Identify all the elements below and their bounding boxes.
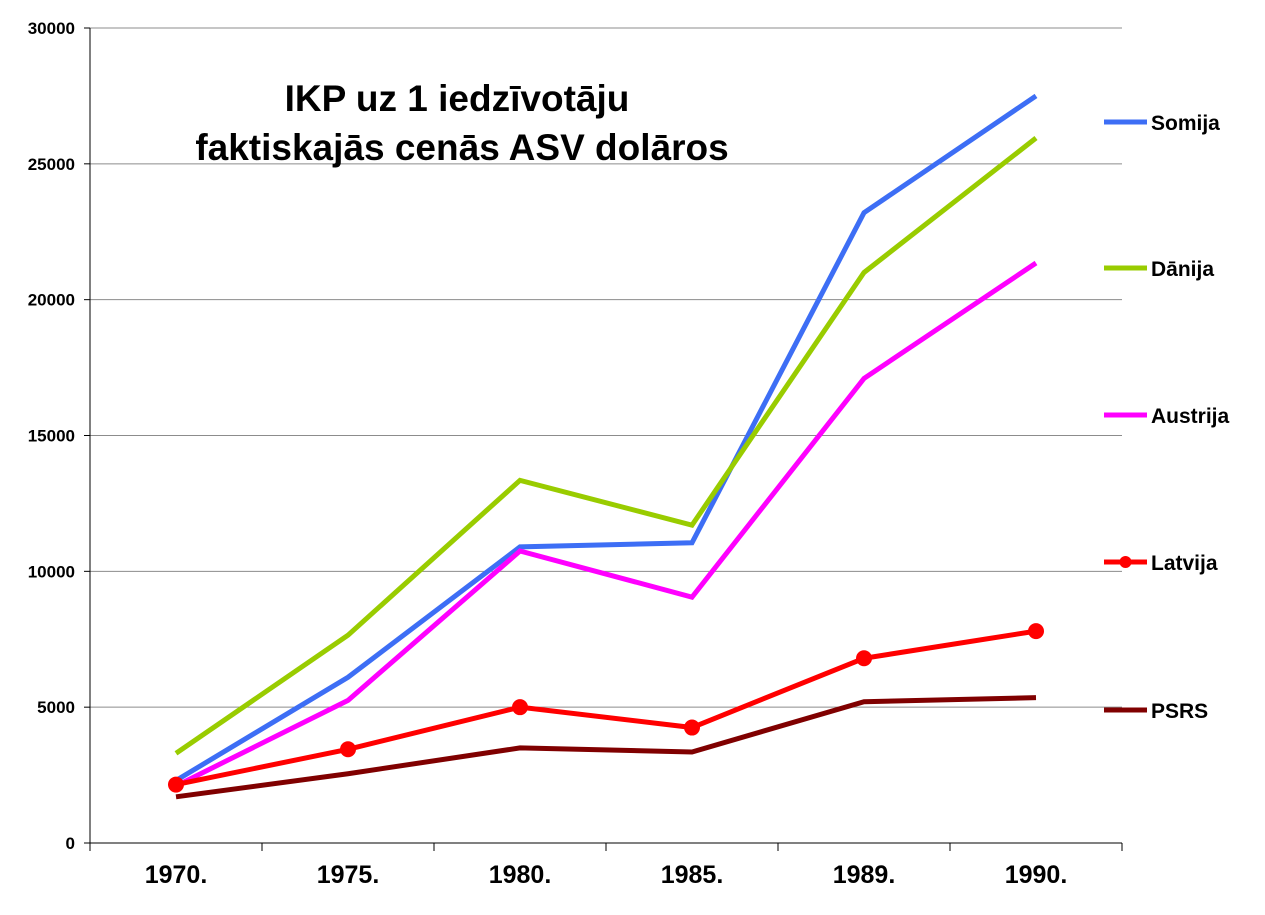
y-tick-label: 5000 (37, 698, 75, 717)
data-point-latvija (512, 699, 528, 716)
y-tick-label: 10000 (28, 562, 75, 581)
chart-title-line-1: IKP uz 1 iedzīvotāju (285, 78, 630, 119)
data-point-latvija (340, 741, 356, 758)
series-line-psrs (175, 695, 1037, 800)
legend-label: Latvija (1151, 552, 1218, 575)
y-tick-label: 30000 (28, 19, 75, 38)
legend-label: Somija (1151, 112, 1220, 135)
legend-item-austrija: Austrija (1104, 405, 1230, 428)
x-tick-label: 1970. (145, 861, 208, 889)
data-point-latvija (1028, 623, 1044, 640)
legend: Somija Dānija Austrija Latvija PSRS (1104, 112, 1230, 723)
gridlines (90, 27, 1122, 708)
y-tick-label: 20000 (28, 291, 75, 310)
data-point-latvija (168, 776, 184, 793)
x-tick-label: 1989. (833, 861, 896, 889)
legend-label: Dānija (1151, 258, 1214, 281)
y-tick-label: 0 (66, 834, 75, 853)
series-line-dānija (174, 136, 1038, 756)
legend-item-psrs: PSRS (1104, 700, 1208, 723)
x-tick-label: 1990. (1005, 861, 1068, 889)
legend-item-somija: Somija (1104, 112, 1220, 135)
y-tick-label: 15000 (28, 427, 75, 446)
data-point-latvija (684, 719, 700, 736)
series-line-latvija (175, 628, 1037, 788)
series-line-somija (174, 93, 1038, 783)
series-line-austrija (174, 260, 1038, 789)
legend-label: Austrija (1151, 405, 1230, 428)
legend-item-latvija: Latvija (1104, 552, 1218, 575)
x-tick-label: 1980. (489, 861, 552, 889)
series-lines (168, 93, 1044, 800)
x-tick-label: 1975. (317, 861, 380, 889)
chart-title-line-2: faktiskajās cenās ASV dolāros (195, 127, 728, 168)
data-point-latvija (856, 650, 872, 667)
x-tick-label: 1985. (661, 861, 724, 889)
legend-label: PSRS (1151, 700, 1208, 723)
chart-title: IKP uz 1 iedzīvotāju faktiskajās cenās A… (195, 78, 728, 168)
legend-marker (1119, 556, 1132, 568)
axes: 0 5000 10000 15000 20000 25000 30000 1970. 1975.… (28, 19, 1123, 889)
y-tick-label: 25000 (28, 155, 75, 174)
legend-item-dānija: Dānija (1104, 258, 1214, 281)
